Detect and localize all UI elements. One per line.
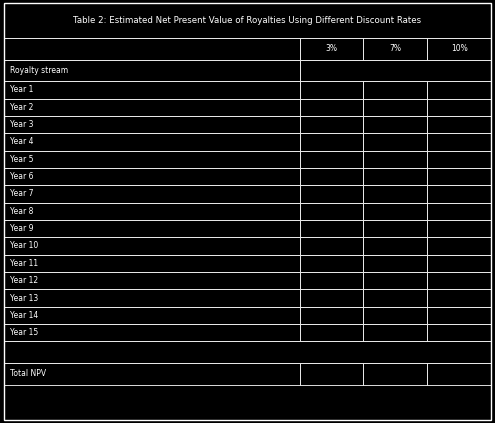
Bar [427, 133, 491, 151]
Text: Year 3: Year 3 [10, 120, 33, 129]
Text: Year 2: Year 2 [10, 103, 33, 112]
Text: Year 14: Year 14 [10, 311, 38, 320]
Bar [4, 324, 299, 341]
Bar [427, 307, 491, 324]
Bar [363, 220, 427, 237]
Text: 3%: 3% [326, 44, 338, 53]
Bar [4, 255, 299, 272]
Bar [299, 237, 363, 255]
Bar [363, 363, 427, 385]
Bar [299, 185, 363, 203]
Bar [363, 307, 427, 324]
Bar [4, 151, 299, 168]
Bar [363, 151, 427, 168]
Bar [427, 220, 491, 237]
Bar [299, 255, 363, 272]
Bar [427, 168, 491, 185]
Text: Table 2: Estimated Net Present Value of Royalties Using Different Discount Rates: Table 2: Estimated Net Present Value of … [73, 16, 422, 25]
Bar [299, 151, 363, 168]
Bar [363, 99, 427, 116]
Text: Year 8: Year 8 [10, 207, 33, 216]
Bar [427, 363, 491, 385]
Bar [363, 237, 427, 255]
Bar [363, 116, 427, 133]
Bar [4, 3, 491, 38]
Bar [299, 324, 363, 341]
Text: Year 9: Year 9 [10, 224, 33, 233]
Bar [363, 81, 427, 99]
Bar [299, 363, 363, 385]
Bar [427, 185, 491, 203]
Bar [427, 289, 491, 307]
Text: Year 10: Year 10 [10, 242, 38, 250]
Bar [427, 81, 491, 99]
Bar [299, 272, 363, 289]
Bar [299, 168, 363, 185]
Text: Year 7: Year 7 [10, 190, 33, 198]
Bar [363, 168, 427, 185]
Text: Year 1: Year 1 [10, 85, 33, 94]
Bar [427, 38, 491, 60]
Text: Year 5: Year 5 [10, 155, 33, 164]
Text: Year 13: Year 13 [10, 294, 38, 302]
Bar [4, 307, 299, 324]
Text: Total NPV: Total NPV [10, 369, 46, 378]
Text: 10%: 10% [451, 44, 467, 53]
Bar [363, 289, 427, 307]
Bar [363, 324, 427, 341]
Bar [299, 60, 491, 81]
Bar [299, 99, 363, 116]
Bar [363, 272, 427, 289]
Bar [299, 81, 363, 99]
Bar [427, 203, 491, 220]
Bar [4, 363, 299, 385]
Bar [427, 237, 491, 255]
Bar [299, 220, 363, 237]
Bar [363, 203, 427, 220]
Bar [299, 289, 363, 307]
Bar [427, 151, 491, 168]
Bar [4, 81, 299, 99]
Bar [4, 168, 299, 185]
Bar [299, 203, 363, 220]
Bar [4, 341, 491, 363]
Bar [299, 116, 363, 133]
Bar [363, 38, 427, 60]
Bar [363, 185, 427, 203]
Bar [4, 289, 299, 307]
Text: Year 4: Year 4 [10, 137, 33, 146]
Text: Year 15: Year 15 [10, 328, 38, 337]
Bar [299, 38, 363, 60]
Bar [427, 255, 491, 272]
Bar [4, 203, 299, 220]
Bar [427, 99, 491, 116]
Bar [427, 324, 491, 341]
Text: 7%: 7% [390, 44, 401, 53]
Bar [4, 272, 299, 289]
Text: Year 11: Year 11 [10, 259, 38, 268]
Bar [4, 133, 299, 151]
Bar [299, 133, 363, 151]
Bar [427, 116, 491, 133]
Text: Royalty stream: Royalty stream [10, 66, 68, 75]
Bar [4, 60, 299, 81]
Bar [4, 99, 299, 116]
Bar [299, 307, 363, 324]
Bar [363, 133, 427, 151]
Text: Year 12: Year 12 [10, 276, 38, 285]
Bar [4, 116, 299, 133]
Bar [4, 185, 299, 203]
Bar [4, 38, 299, 60]
Bar [427, 272, 491, 289]
Bar [363, 255, 427, 272]
Bar [4, 220, 299, 237]
Bar [4, 237, 299, 255]
Text: Year 6: Year 6 [10, 172, 33, 181]
